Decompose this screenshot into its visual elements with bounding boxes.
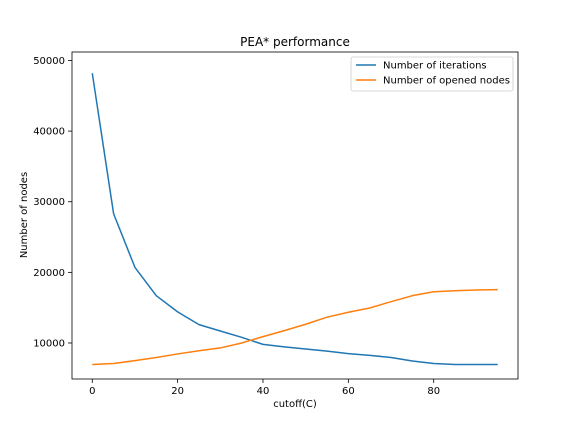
plot-frame	[71, 51, 519, 380]
legend-box	[350, 56, 514, 92]
y-tick-label: 40000	[33, 127, 65, 138]
y-tick-label: 10000	[33, 338, 65, 349]
x-axis-label: cutoff(C)	[273, 399, 317, 410]
plot-area	[72, 52, 518, 379]
y-tick-label: 20000	[33, 268, 65, 279]
series-line-opened-nodes	[92, 288, 498, 366]
x-tick-label: 40	[257, 386, 270, 397]
legend-label: Number of iterations	[383, 61, 487, 72]
x-tick-label: 0	[89, 386, 95, 397]
y-tick-label: 50000	[33, 56, 65, 67]
y-axis-label: Number of nodes	[19, 172, 30, 258]
x-tick-label: 20	[171, 386, 184, 397]
x-tick-label: 80	[427, 386, 440, 397]
legend-label: Number of opened nodes	[383, 76, 510, 87]
y-tick-label: 30000	[33, 197, 65, 208]
series-line-iterations	[91, 73, 498, 366]
chart-title: PEA* performance	[240, 35, 350, 49]
x-tick-label: 60	[342, 386, 355, 397]
legend: Number of iterations Number of opened nod…	[350, 56, 514, 92]
